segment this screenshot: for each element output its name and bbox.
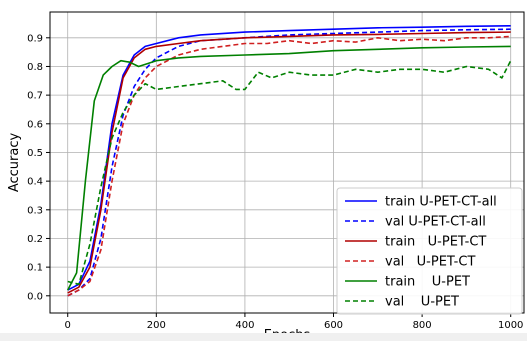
y-tick-label: 0.6: [27, 119, 43, 130]
y-tick-label: 0.8: [27, 62, 43, 73]
x-tick-label: 800: [413, 320, 432, 331]
legend-label: val U-PET-CT: [385, 255, 475, 270]
legend-label: train U-PET-CT: [385, 235, 486, 250]
series-line-4: [66, 45, 511, 291]
series-line-3: [67, 35, 511, 297]
series-line-0: [67, 25, 511, 291]
y-axis-label: Accuracy: [7, 133, 22, 193]
plot-frame: [49, 11, 525, 314]
legend-box: [336, 187, 523, 315]
bottom-edge-strip: [0, 333, 527, 341]
y-axis-ticks: 0.0 0.1 0.2 0.3 0.4 0.5 0.6 0.7 0.8 0.9: [27, 33, 50, 302]
y-tick-label: 0.2: [27, 234, 43, 245]
x-tick-label: 1000: [498, 320, 523, 331]
legend-label: val U-PET: [385, 295, 459, 310]
legend-label: train U-PET: [385, 275, 470, 290]
series-lines: [66, 25, 512, 297]
legend-label: train U-PET-CT-all: [385, 195, 497, 210]
series-line-5: [67, 60, 512, 286]
x-tick-label: 600: [324, 320, 343, 331]
legend: train U-PET-CT-all val U-PET-CT-all train …: [336, 187, 523, 315]
y-tick-label: 0.9: [27, 33, 43, 44]
y-tick-label: 0.3: [27, 205, 43, 216]
y-tick-label: 0.5: [27, 148, 43, 159]
y-tick-label: 0.1: [27, 263, 43, 274]
legend-label: val U-PET-CT-all: [385, 215, 486, 230]
x-tick-label: 0: [65, 320, 71, 331]
series-line-2: [67, 31, 511, 294]
y-tick-label: 0.4: [27, 177, 43, 188]
y-tick-label: 0.7: [27, 91, 43, 102]
series-line-1: [67, 28, 511, 297]
x-tick-label: 400: [235, 320, 254, 331]
y-tick-label: 0.0: [27, 291, 43, 302]
x-tick-label: 200: [147, 320, 166, 331]
